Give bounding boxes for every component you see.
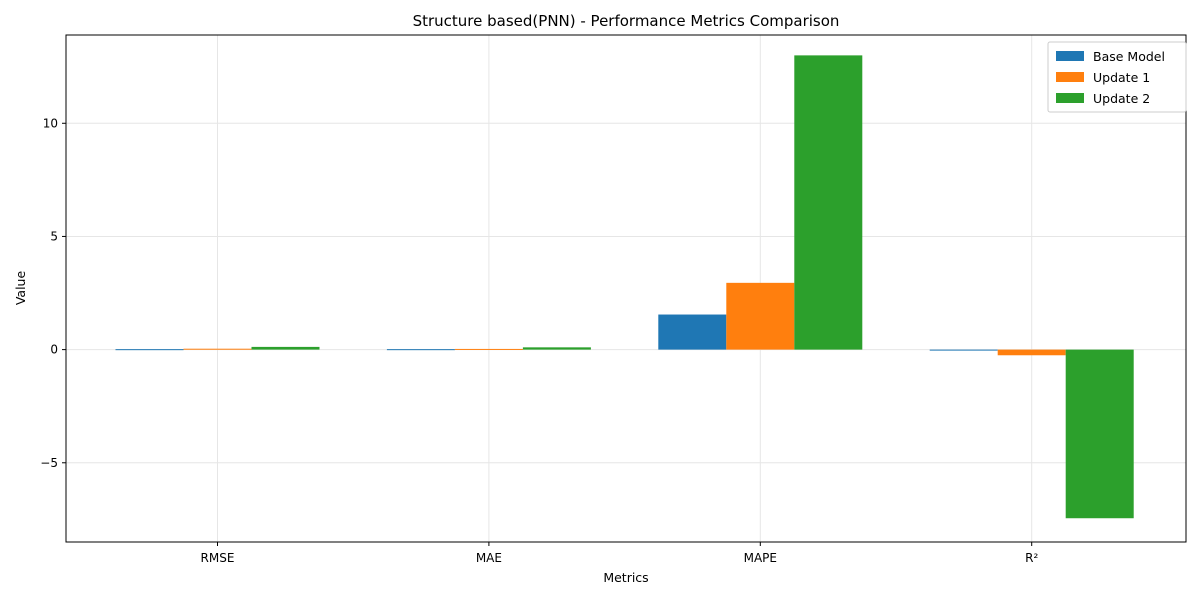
x-tick-label: MAE <box>476 551 502 565</box>
chart-title: Structure based(PNN) - Performance Metri… <box>413 12 840 30</box>
y-tick-label: 5 <box>50 229 58 243</box>
x-axis-ticks: RMSE MAE MAPE R² <box>201 542 1038 565</box>
y-axis-title: Value <box>13 271 28 306</box>
plot-frame <box>65 34 1187 543</box>
x-tick-label: MAPE <box>744 551 777 565</box>
legend-swatch <box>1056 51 1084 61</box>
legend-label: Base Model <box>1093 49 1165 64</box>
bar-base-model-rmse <box>115 349 184 351</box>
gridlines <box>66 35 1186 542</box>
x-axis-title: Metrics <box>603 570 648 585</box>
bar-update-2-mape <box>794 55 863 350</box>
bar-update-2-r² <box>1065 349 1134 519</box>
bar-update-2-mae <box>522 347 591 350</box>
bar-update-1-r² <box>997 349 1066 356</box>
bar-update-1-rmse <box>183 348 252 350</box>
legend-swatch <box>1056 72 1084 82</box>
bar-update-2-rmse <box>251 346 320 350</box>
y-tick-label: −5 <box>40 456 58 470</box>
legend-swatch <box>1056 93 1084 103</box>
x-tick-label: R² <box>1025 551 1038 565</box>
legend-label: Update 2 <box>1093 91 1150 106</box>
bar-base-model-mae <box>386 349 455 351</box>
y-tick-label: 0 <box>50 343 58 357</box>
x-tick-label: RMSE <box>201 551 235 565</box>
bar-update-1-mae <box>454 348 523 350</box>
bar-update-1-mape <box>726 282 795 350</box>
y-axis-ticks: −5 0 5 10 <box>40 116 66 470</box>
y-tick-label: 10 <box>43 116 58 130</box>
legend: Base Model Update 1 Update 2 <box>1047 41 1187 113</box>
bar-base-model-r² <box>929 349 998 351</box>
bars <box>115 55 1134 519</box>
bar-base-model-mape <box>658 314 727 350</box>
legend-label: Update 1 <box>1093 70 1150 85</box>
